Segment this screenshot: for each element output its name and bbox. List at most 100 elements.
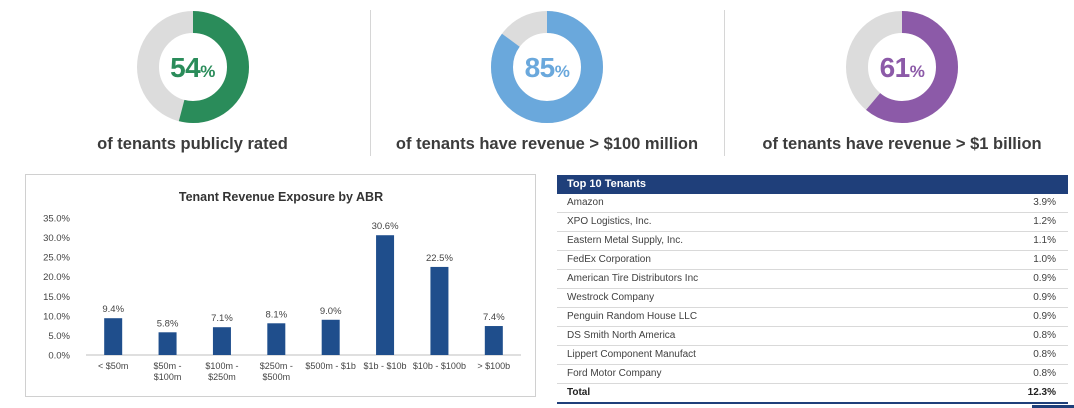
bar-value-label: 22.5%: [426, 253, 453, 264]
y-axis: 0.0% 5.0% 10.0% 15.0% 20.0% 25.0% 30.0% 35.0%: [43, 214, 521, 362]
bar: [212, 327, 231, 355]
total-value: 12.3%: [1027, 387, 1056, 398]
kpi-revenue-100m: 85% of tenants have revenue > $100 milli…: [372, 0, 722, 165]
bar: [158, 332, 177, 355]
kpi-percent-symbol: %: [909, 62, 925, 81]
bar: [430, 266, 449, 355]
bar-value-label: 5.8%: [157, 318, 179, 329]
kpi-row: 54% of tenants publicly rated 85% of ten…: [0, 0, 1074, 165]
tenant-abr-percent: 3.9%: [1033, 197, 1056, 208]
tenant-abr-percent: 1.0%: [1033, 254, 1056, 265]
tenant-name: American Tire Distributors Inc: [567, 273, 699, 284]
kpi-percent-symbol: %: [554, 62, 570, 81]
bar-value-label: 7.1%: [211, 313, 233, 324]
tenant-abr-percent: 0.9%: [1033, 292, 1056, 303]
x-tick-label: $250m: [208, 372, 236, 382]
kpi-value: 61: [879, 52, 911, 83]
tenant-abr-percent: 0.9%: [1033, 273, 1056, 284]
x-tick-label: $100m: [154, 372, 182, 382]
table-row: Lippert Component Manufact 0.8%: [557, 346, 1068, 365]
kpi-value: 85: [524, 52, 556, 83]
tenant-abr-percent: 0.9%: [1033, 311, 1056, 322]
table-row: XPO Logistics, Inc. 1.2%: [557, 213, 1068, 232]
tenant-abr-percent: 0.8%: [1033, 368, 1056, 379]
kpi-divider: [724, 10, 725, 156]
bar-value-label: 9.0%: [320, 306, 342, 317]
y-tick-label: 15.0%: [43, 292, 70, 303]
total-label: Total: [567, 387, 591, 398]
kpi-divider: [370, 10, 371, 156]
x-tick-label: $100m -: [205, 361, 238, 371]
table-row: Amazon 3.9%: [557, 194, 1068, 213]
top-tenants-table: Top 10 Tenants Amazon 3.9% XPO Logistics, …: [557, 175, 1068, 404]
y-tick-label: 0.0%: [48, 351, 70, 362]
bars: 9.4% 5.8% 7.1% 8.1% 9.0% 30.6% 22.5% 7.4%: [102, 221, 505, 355]
tenant-name: XPO Logistics, Inc.: [567, 216, 652, 227]
donut-chart: [491, 11, 603, 123]
tenant-name: Westrock Company: [567, 292, 655, 303]
x-tick-label: < $50m: [98, 361, 128, 371]
bar-chart-svg: Tenant Revenue Exposure by ABR 0.0% 5.0% 1…: [43, 190, 521, 382]
donut-arc: [136, 11, 249, 123]
tenant-name: Eastern Metal Supply, Inc.: [567, 235, 683, 246]
y-tick-label: 30.0%: [43, 233, 70, 244]
y-tick-label: 20.0%: [43, 272, 70, 283]
x-tick-label: $500m: [263, 372, 291, 382]
kpi-value: 54: [170, 52, 201, 83]
x-tick-label: > $100b: [477, 361, 510, 371]
kpi-percent: 85%: [372, 52, 722, 84]
donut-chart: [846, 11, 958, 123]
bar: [321, 319, 340, 355]
donut-arc: [491, 11, 603, 123]
kpi-percent-symbol: %: [200, 62, 215, 81]
bar-value-label: 9.4%: [102, 304, 124, 315]
tenant-name: DS Smith North America: [567, 330, 676, 341]
y-tick-label: 5.0%: [48, 331, 70, 342]
table-row: Penguin Random House LLC 0.9%: [557, 308, 1068, 327]
tenant-name: Penguin Random House LLC: [567, 311, 698, 322]
table-row: FedEx Corporation 1.0%: [557, 251, 1068, 270]
kpi-percent: 54%: [20, 52, 365, 84]
x-tick-label: $500m - $1b: [305, 361, 356, 371]
tenant-name: Lippert Component Manufact: [567, 349, 696, 360]
kpi-caption: of tenants publicly rated: [97, 135, 288, 153]
donut-chart: [136, 11, 249, 123]
bar: [376, 235, 395, 355]
bar: [104, 318, 123, 355]
bar-value-label: 8.1%: [265, 309, 287, 320]
bar-value-label: 30.6%: [372, 221, 399, 232]
bar: [484, 326, 503, 355]
kpi-caption: of tenants have revenue > $1 billion: [762, 135, 1042, 153]
kpi-caption: of tenants have revenue > $100 million: [395, 135, 699, 153]
corner-accent-bar: [1032, 405, 1074, 408]
table-row: Ford Motor Company 0.8%: [557, 365, 1068, 384]
x-tick-label: $250m -: [260, 361, 293, 371]
kpi-percent: 61%: [730, 52, 1074, 84]
tenant-abr-percent: 0.8%: [1033, 330, 1056, 341]
chart-title: Tenant Revenue Exposure by ABR: [179, 190, 383, 204]
table-row: Eastern Metal Supply, Inc. 1.1%: [557, 232, 1068, 251]
tenant-abr-percent: 1.1%: [1033, 235, 1056, 246]
x-tick-label: $50m -: [154, 361, 182, 371]
donut-arc: [846, 11, 958, 123]
table-header: Top 10 Tenants: [557, 175, 1068, 194]
table-row: DS Smith North America 0.8%: [557, 327, 1068, 346]
revenue-exposure-chart: Tenant Revenue Exposure by ABR 0.0% 5.0% 1…: [25, 174, 536, 397]
table-row: American Tire Distributors Inc 0.9%: [557, 270, 1068, 289]
tenant-name: Amazon: [567, 197, 604, 208]
table-total-row: Total 12.3%: [557, 384, 1068, 404]
x-tick-label: $1b - $10b: [364, 361, 407, 371]
tenant-abr-percent: 0.8%: [1033, 349, 1056, 360]
kpi-revenue-1b: 61% of tenants have revenue > $1 billion: [730, 0, 1074, 165]
tenant-name: Ford Motor Company: [567, 368, 662, 379]
tenant-name: FedEx Corporation: [567, 254, 651, 265]
tenant-abr-percent: 1.2%: [1033, 216, 1056, 227]
kpi-publicly-rated: 54% of tenants publicly rated: [20, 0, 365, 165]
y-tick-label: 35.0%: [43, 214, 70, 225]
table-body: Amazon 3.9% XPO Logistics, Inc. 1.2% Eastern…: [557, 194, 1068, 384]
bar-value-label: 7.4%: [483, 312, 505, 323]
y-tick-label: 10.0%: [43, 311, 70, 322]
table-row: Westrock Company 0.9%: [557, 289, 1068, 308]
x-tick-label: $10b - $100b: [413, 361, 466, 371]
y-tick-label: 25.0%: [43, 253, 70, 264]
